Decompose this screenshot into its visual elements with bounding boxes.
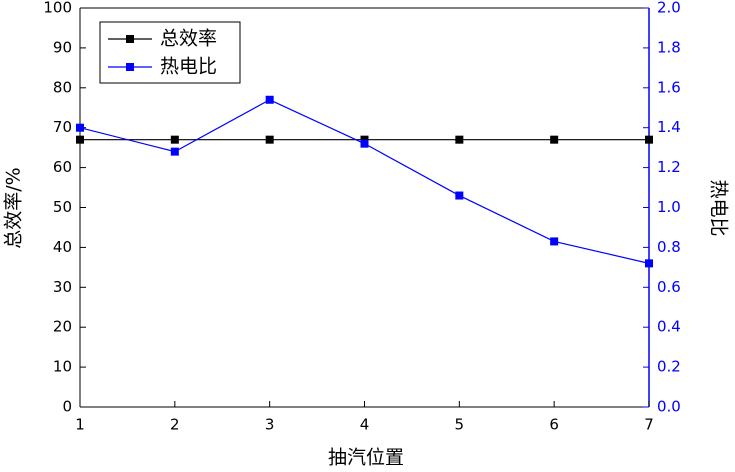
y2-tick-label: 1.2: [657, 158, 681, 176]
y2-tick-label: 2.0: [657, 0, 681, 17]
x-tick-label: 7: [644, 416, 654, 434]
y-tick-label: 90: [53, 38, 72, 56]
y-tick-label: 70: [53, 118, 72, 136]
y-tick-label: 80: [53, 78, 72, 96]
legend-marker: [126, 35, 134, 43]
y2-tick-label: 1.4: [657, 118, 681, 136]
y-tick-label: 40: [53, 238, 72, 256]
point-marker: [645, 259, 653, 268]
point-marker: [170, 135, 179, 144]
point-marker: [550, 237, 559, 246]
point-marker: [360, 139, 369, 148]
y-tick-label: 10: [53, 358, 72, 376]
y-tick-label: 100: [43, 0, 72, 17]
x-tick-label: 4: [360, 416, 370, 434]
y2-tick-label: 0.0: [657, 398, 681, 416]
legend-label: 热电比: [160, 56, 217, 78]
y2-tick-label: 1.8: [657, 38, 681, 56]
y-axis-label: 总效率/%: [3, 167, 25, 248]
x-tick-label: 6: [549, 416, 559, 434]
y2-tick-label: 0.8: [657, 238, 681, 256]
y2-axis-label: 热电比: [708, 179, 730, 236]
legend-label: 总效率: [160, 28, 217, 50]
x-tick-label: 5: [455, 416, 465, 434]
point-marker: [76, 135, 84, 144]
y2-tick-label: 0.2: [657, 358, 681, 376]
y2-tick-label: 0.6: [657, 278, 681, 296]
x-axis-label: 抽汽位置: [328, 447, 404, 469]
x-tick-label: 3: [265, 416, 275, 434]
point-marker: [455, 191, 464, 200]
y-tick-label: 0: [62, 398, 72, 416]
point-marker: [76, 123, 84, 132]
x-tick-label: 1: [75, 416, 85, 434]
legend-marker: [126, 63, 134, 71]
legend-box: [99, 21, 241, 84]
y-tick-label: 20: [53, 318, 72, 336]
y2-tick-label: 0.4: [657, 318, 681, 336]
point-marker: [265, 135, 274, 144]
point-marker: [550, 135, 559, 144]
point-marker: [645, 135, 653, 144]
point-marker: [170, 147, 179, 156]
y-tick-label: 30: [53, 278, 72, 296]
x-tick-label: 2: [170, 416, 180, 434]
series-line: [79, 99, 650, 264]
y2-tick-label: 1.0: [657, 198, 681, 216]
point-marker: [455, 135, 464, 144]
point-marker: [265, 95, 274, 104]
y2-tick-label: 1.6: [657, 78, 681, 96]
y-tick-label: 60: [53, 158, 72, 176]
y-tick-label: 50: [53, 198, 72, 216]
